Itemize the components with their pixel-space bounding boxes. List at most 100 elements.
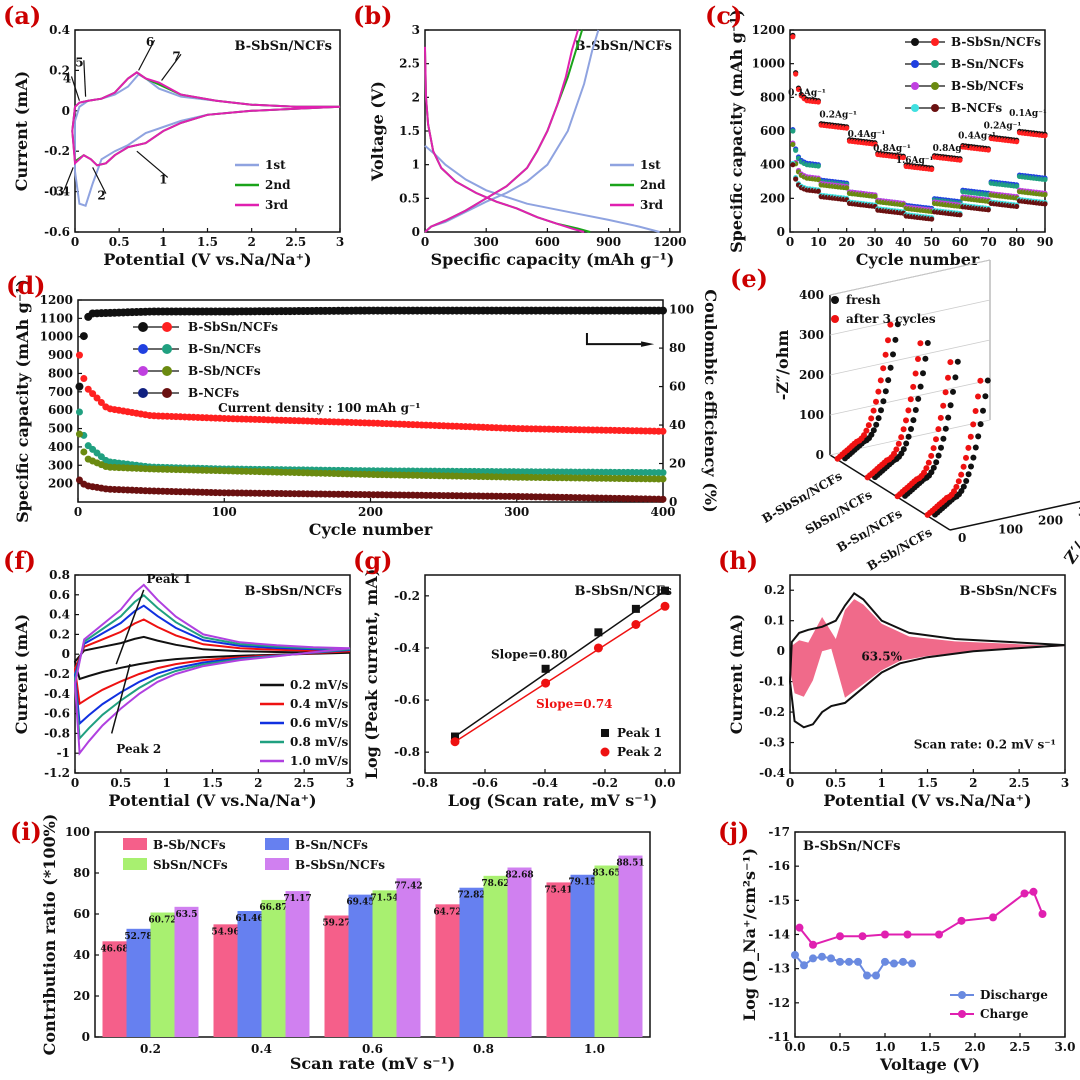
- x-tick-label: 0.0: [785, 1040, 806, 1054]
- data-point: [900, 154, 906, 161]
- series-0.2 mV/s: [73, 635, 351, 681]
- y-tick-label: -0.8: [44, 726, 70, 740]
- series-0.4 mV/s: [73, 618, 351, 706]
- data-point: [977, 421, 984, 428]
- data-point: [875, 415, 882, 422]
- data-point: [957, 212, 963, 218]
- data-point: [951, 488, 957, 495]
- x-tick-label: 3: [1061, 776, 1069, 790]
- y-tick-label: 60: [73, 907, 90, 921]
- data-point: [972, 408, 979, 414]
- depth-tick-label: 100: [998, 522, 1023, 536]
- data-point: [929, 216, 935, 222]
- bar-value-label: 52.78: [124, 932, 152, 942]
- data-point: [1038, 910, 1047, 918]
- data-point: [844, 125, 850, 131]
- data-point: [79, 332, 88, 341]
- data-point: [910, 383, 917, 390]
- legend-marker: [162, 322, 172, 332]
- annotation-label: 5: [75, 55, 83, 69]
- annotation-label: 3: [56, 185, 64, 199]
- annotation-label: 6: [146, 35, 154, 49]
- panel-h: 0 0.5 1 1.5 2 2.5 3 -0.4 -0.3 -0.2 -0.1 0 0.1 0.2 Pote…: [718, 546, 1069, 810]
- data-point: [659, 427, 667, 435]
- y-axis-label: Log (Peak current, mA): [362, 569, 381, 780]
- annotation-label: 2: [97, 189, 105, 203]
- x-tick-label: 2.5: [1009, 776, 1030, 790]
- bar: [570, 874, 595, 1037]
- data-point: [985, 207, 991, 213]
- y-tick-label: -0.8: [394, 745, 420, 759]
- rate-label: 0.4Ag⁻¹: [848, 130, 886, 140]
- bar-value-label: 64.72: [433, 907, 461, 917]
- y-tick-label: 1200: [40, 293, 73, 307]
- data-point: [977, 377, 984, 384]
- x-tick-label: 0: [786, 776, 794, 790]
- data-point: [795, 923, 804, 932]
- data-point: [923, 465, 930, 472]
- chart-title: B-SbSn/NCFs: [575, 584, 672, 599]
- depth-tick-label: 200: [1038, 514, 1063, 528]
- data-point: [1042, 192, 1048, 198]
- panel-label: (f): [3, 546, 36, 575]
- data-point: [880, 365, 887, 372]
- x-tick-label: 0.0: [655, 776, 676, 790]
- data-point: [845, 957, 853, 966]
- bar: [102, 941, 127, 1037]
- data-point: [791, 951, 799, 959]
- y-tick-label: 0: [777, 644, 785, 658]
- y-tick-label: 200: [48, 477, 73, 491]
- y-tick-label: 600: [760, 124, 785, 138]
- y-tick-label: 1200: [752, 23, 785, 37]
- data-point: [836, 957, 844, 966]
- data-point: [935, 930, 943, 939]
- y-tick-label: -0.3: [759, 736, 785, 750]
- data-point: [881, 930, 889, 939]
- bar: [396, 878, 421, 1037]
- data-point: [898, 450, 905, 457]
- data-point: [982, 393, 989, 400]
- z-tick-label: 0: [816, 448, 824, 462]
- depth-tick-label: 0: [958, 531, 966, 545]
- data-point: [958, 471, 965, 478]
- peak1-arrow: [115, 589, 145, 665]
- legend-marker: [958, 1010, 966, 1018]
- y-tick-label: 0.5: [399, 191, 420, 205]
- data-point: [1020, 889, 1029, 898]
- series-1st: [424, 145, 660, 233]
- legend-label: Peak 2: [617, 745, 662, 759]
- x-tick-label: 0: [74, 505, 82, 519]
- legend-label: 2nd: [265, 178, 291, 192]
- data-point: [815, 188, 821, 194]
- bar-value-label: 75.41: [544, 885, 572, 895]
- y-tick-label: -11: [768, 1030, 790, 1044]
- y-axis-label: Current (mA): [12, 614, 31, 734]
- data-point: [836, 932, 844, 941]
- x-tick-label: -0.4: [532, 776, 558, 790]
- legend-label: B-Sb/NCFs: [153, 838, 226, 852]
- x-tick-label: 1.5: [197, 235, 218, 249]
- data-point: [790, 162, 796, 168]
- x-tick-label: -0.2: [592, 776, 618, 790]
- data-point: [967, 433, 974, 440]
- y-tick-label: 200: [760, 191, 785, 205]
- legend-label: 2nd: [640, 178, 666, 192]
- data-point: [968, 463, 974, 470]
- y-tick-label: 800: [48, 366, 73, 380]
- data-point: [958, 488, 965, 494]
- legend-label: 1st: [265, 158, 286, 172]
- y-tick-label: -0.4: [759, 766, 785, 780]
- data-point: [809, 954, 817, 963]
- legend-label: Charge: [980, 1007, 1029, 1021]
- depth-tick-label: 300: [1078, 505, 1080, 519]
- data-point: [815, 99, 821, 105]
- data-point: [905, 433, 912, 440]
- x-tick-label: 1: [877, 776, 885, 790]
- x-axis-label: Scan rate (mV s⁻¹): [290, 1054, 455, 1073]
- data-point: [898, 434, 905, 441]
- bar-value-label: 78.62: [481, 879, 509, 889]
- y-tick-label: 500: [48, 422, 73, 436]
- y-tick-label: 300: [48, 458, 73, 472]
- data-point: [947, 402, 954, 409]
- x-tick-label: 300: [504, 505, 529, 519]
